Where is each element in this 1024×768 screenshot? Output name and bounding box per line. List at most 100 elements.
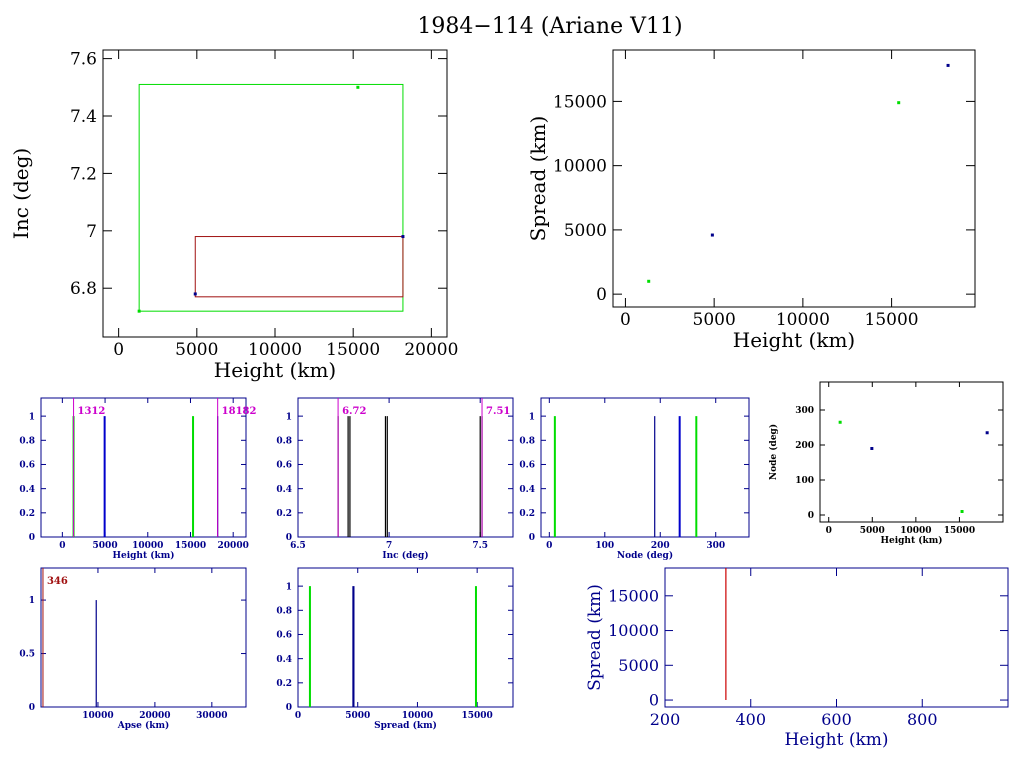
plot-inc-vs-height: 0 5000 10000 15000 20000 6.8 7 7.2 7.4 7.6 Height … [9,49,458,382]
y-tick-label: 0 [649,691,659,710]
x-tick-label: 5000 [860,526,885,536]
plot-frame [612,49,976,308]
plot-frame [40,567,247,708]
x-tick-label: 0 [826,526,832,536]
y-tick-label: 6.8 [70,279,97,299]
plot-frame [664,567,1009,708]
x-tick-label: 15000 [865,310,919,330]
x-tick-label: 300 [706,541,725,551]
x-axis-label: Apse (km) [117,720,169,731]
plot-hist-apse: 10000 20000 30000 0 0.5 1 Apse (km) 346 [19,567,247,731]
y-tick-label: 0.2 [276,679,292,689]
plot-frame [297,567,514,708]
y-tick-label: 15000 [608,586,659,605]
x-tick-label: 20000 [139,711,170,721]
y-tick-label: 0.8 [276,606,292,616]
plot-frame [297,397,514,538]
x-tick-label: 100 [595,541,614,551]
x-axis-label: Height (km) [112,550,174,561]
data-point [137,309,141,313]
x-axis-label: Height (km) [784,730,888,750]
y-tick-label: 0.2 [519,509,535,519]
x-tick-label: 0 [295,711,301,721]
x-tick-label: 10000 [132,541,163,551]
y-tick-label: 0.8 [19,436,35,446]
data-point [897,101,901,105]
plot-frame [40,397,247,538]
x-tick-label: 5000 [345,711,370,721]
y-tick-label: 1 [29,412,35,422]
y-tick-label: 0.2 [276,509,292,519]
x-tick-label: 5000 [693,310,736,330]
y-tick-label: 0.6 [276,461,292,471]
y-axis-label: Spread (km) [526,116,550,242]
y-axis-label: Spread (km) [585,584,605,691]
range-box [194,236,404,298]
y-axis-label: Node (deg) [768,424,779,480]
y-tick-label: 7.6 [70,50,97,70]
data-point [647,279,651,283]
plot-frame [102,49,448,338]
plot-spread-vs-height-zoom: 200 400 600 800 0 5000 10000 15000 Height (km) Sp… [585,567,1009,750]
y-tick-label: 0.4 [19,485,35,495]
data-point [356,85,360,89]
y-tick-label: 0 [29,533,35,543]
y-tick-label: 10000 [608,621,659,640]
x-tick-label: 5000 [175,340,218,360]
x-axis-label: Spread (km) [374,720,437,731]
y-tick-label: 7.4 [70,107,97,127]
plot-spread-vs-height: 0 5000 10000 15000 0 5000 10000 15000 Height (km… [526,49,976,352]
data-point [946,63,950,67]
x-tick-label: 10000 [402,711,433,721]
limit-marker-label: 1312 [78,406,106,417]
x-tick-label: 15000 [944,526,975,536]
y-tick-label: 200 [795,441,814,451]
y-tick-label: 7 [86,222,97,242]
x-tick-label: 15000 [175,541,206,551]
y-tick-label: 0.8 [519,436,535,446]
y-tick-label: 1 [29,596,35,606]
y-tick-label: 10000 [553,157,607,177]
y-tick-label: 0.8 [276,436,292,446]
x-tick-label: 7.5 [472,541,488,551]
x-axis-label: Node (deg) [617,550,673,561]
y-tick-label: 100 [795,476,814,486]
plot-frame [540,397,750,538]
y-tick-label: 0.6 [276,631,292,641]
limit-marker-label: 7.51 [486,406,510,417]
x-tick-label: 20000 [404,340,458,360]
y-tick-label: 1 [286,582,292,592]
x-axis-label: Height (km) [880,535,942,546]
x-tick-label: 10000 [900,526,931,536]
x-tick-label: 800 [907,710,938,729]
y-tick-label: 15000 [553,92,607,112]
x-tick-label: 0 [113,340,124,360]
y-tick-label: 5000 [618,656,659,675]
y-tick-label: 1 [529,412,535,422]
data-point [838,420,842,424]
y-tick-label: 0.4 [276,655,292,665]
y-tick-label: 0.6 [519,461,535,471]
x-tick-label: 200 [650,710,681,729]
data-point [401,235,405,239]
plot-hist-inc: 6.5 7 7.5 0 0.2 0.4 0.6 0.8 1 Inc (deg) 6.72 7.51 [276,397,514,561]
y-tick-label: 300 [795,406,814,416]
x-tick-label: 20000 [218,541,249,551]
y-tick-label: 0 [286,533,292,543]
plot-hist-node: 0 100 200 300 0 0.2 0.4 0.6 0.8 1 Node (deg) [519,397,750,561]
data-point [193,292,197,296]
limit-marker-label: 18182 [222,406,257,417]
plot-hist-spread: 0 5000 10000 15000 0 0.2 0.4 0.6 0.8 1 Spread (km) [276,567,514,731]
x-tick-label: 200 [651,541,670,551]
plot-hist-height: 0 5000 10000 15000 20000 0 0.2 0.4 0.6 0.8 1 Height… [19,397,257,561]
y-tick-label: 0 [808,511,814,521]
y-tick-label: 7.2 [70,164,97,184]
x-tick-label: 400 [735,710,766,729]
plot-node-vs-height: 0 5000 10000 15000 0 100 200 300 Height (km) Node… [768,381,1004,546]
limit-marker-label: 6.72 [342,406,366,417]
y-tick-label: 0.4 [519,485,535,495]
x-tick-label: 10000 [82,711,113,721]
y-tick-label: 0 [29,703,35,713]
y-tick-label: 1 [286,412,292,422]
y-tick-label: 0.6 [19,461,35,471]
